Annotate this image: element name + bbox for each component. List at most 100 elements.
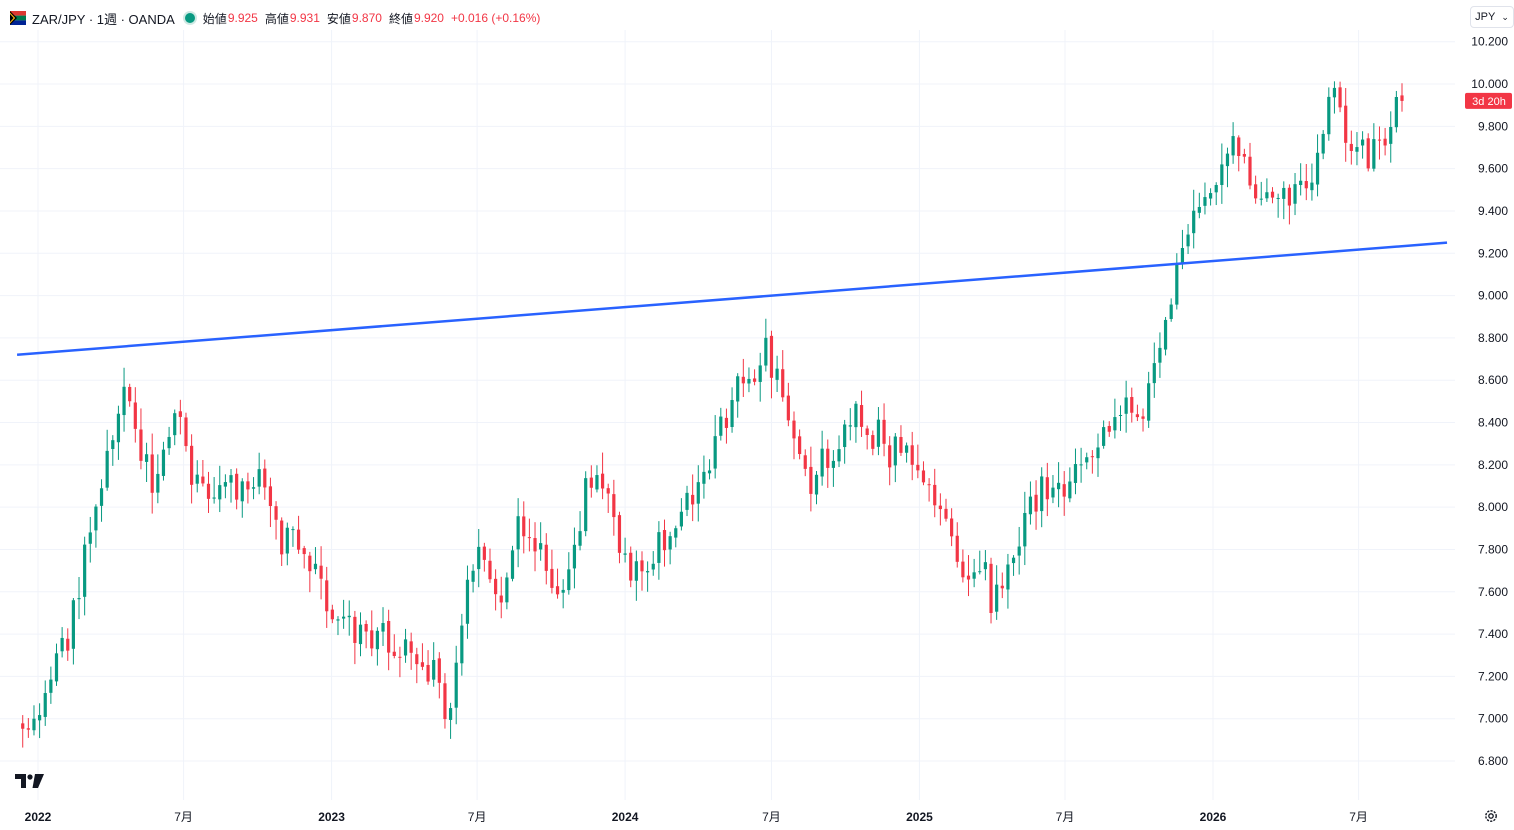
candle-body — [223, 482, 227, 487]
candle-body — [178, 411, 182, 417]
candle-body — [1394, 97, 1398, 128]
candle-body — [1040, 476, 1044, 512]
candle-body — [150, 454, 154, 493]
chevron-down-icon: ⌄ — [1501, 11, 1509, 22]
candle-body — [460, 625, 464, 664]
candle-body — [1321, 133, 1325, 154]
candle-body — [144, 454, 149, 462]
candle-body — [285, 527, 289, 554]
candle-body — [1186, 234, 1190, 247]
candle-body — [629, 552, 633, 581]
candle-body — [505, 577, 509, 603]
candle-body — [392, 651, 396, 656]
candle-body — [190, 445, 194, 485]
candle-body — [133, 402, 137, 429]
candle-body — [1400, 95, 1404, 101]
candle-body — [1265, 192, 1269, 199]
candle-body — [550, 568, 554, 588]
candle-body — [308, 555, 312, 572]
candle-body — [1180, 248, 1185, 264]
candle-body — [606, 488, 610, 494]
candle-body — [1225, 153, 1230, 167]
candle-body — [206, 483, 211, 499]
candle-body — [1377, 139, 1382, 141]
candle-body — [1355, 147, 1359, 152]
candle-body — [978, 571, 982, 573]
candle-body — [347, 615, 351, 618]
candle-body — [1254, 184, 1258, 199]
candle-body — [1270, 191, 1275, 198]
candle-body — [201, 476, 205, 484]
candle-body — [111, 440, 115, 449]
candle-body — [1304, 181, 1308, 189]
candle-body — [966, 575, 971, 580]
x-tick-label: 2026 — [1200, 810, 1227, 824]
price-axis: 10.200 10.000 9.800 9.600 9.400 9.200 9.000 8.8… — [1471, 35, 1508, 768]
candle-body — [781, 369, 785, 398]
candle-body — [398, 656, 402, 658]
x-tick-label: 2024 — [612, 810, 639, 824]
candle-body — [1062, 484, 1066, 497]
candle-body — [769, 335, 774, 378]
candle-body — [49, 679, 53, 693]
candle-body — [955, 535, 959, 562]
high-label: 高値 — [264, 11, 289, 26]
candle-body — [651, 563, 655, 570]
settings-gear-icon[interactable] — [1482, 807, 1500, 825]
open-value: 9.925 — [227, 11, 258, 25]
candle-body — [600, 473, 605, 489]
candle-body — [122, 386, 126, 416]
candle-body — [477, 546, 481, 570]
candle-body — [280, 520, 284, 555]
candle-body — [972, 572, 976, 579]
candle-body — [944, 508, 948, 519]
countdown-badge-layer: 3d 20h — [1465, 92, 1512, 109]
currency-selector[interactable]: JPY ⌄ — [1470, 6, 1514, 28]
candle-body — [1056, 482, 1061, 490]
candle-body — [1079, 464, 1083, 466]
low-value: 9.870 — [351, 11, 382, 25]
y-tick-label: 9.200 — [1478, 246, 1508, 260]
candle-body — [961, 561, 965, 578]
candle-body — [612, 494, 616, 518]
tradingview-logo-icon[interactable] — [14, 772, 46, 790]
candle-body — [1113, 417, 1117, 431]
candle-body — [94, 506, 98, 531]
candle-body — [482, 546, 486, 560]
symbol-title[interactable]: ZAR/JPY · 1週 · OANDA — [32, 11, 175, 27]
candle-body — [995, 584, 999, 612]
candle-body — [240, 481, 244, 502]
candle-body — [854, 403, 858, 428]
candle-body — [792, 420, 796, 439]
candle-body — [437, 658, 441, 683]
candle-body — [471, 570, 475, 582]
candle-body — [1332, 87, 1337, 98]
candle-body — [71, 600, 75, 649]
candle-body — [1231, 136, 1235, 156]
candle-body — [443, 683, 447, 720]
y-tick-label: 8.800 — [1478, 331, 1508, 345]
candle-body — [448, 708, 453, 720]
currency-label: JPY — [1475, 11, 1496, 23]
candle-body — [646, 571, 650, 573]
candle-body — [809, 466, 813, 494]
candle-body — [724, 417, 729, 428]
candle-body — [848, 425, 852, 427]
candle-body — [1006, 564, 1010, 590]
candle-body — [1344, 105, 1348, 143]
candle-body — [251, 487, 256, 489]
candle-body — [1192, 210, 1196, 234]
candle-body — [691, 494, 695, 505]
candle-body — [268, 486, 273, 507]
candle-body — [1389, 127, 1393, 144]
candle-body — [662, 530, 667, 551]
candle-body — [426, 664, 430, 682]
candle-body — [1248, 156, 1252, 186]
candle-body — [1237, 137, 1241, 156]
candle-body — [657, 532, 661, 563]
candle-body — [32, 718, 36, 731]
candle-body — [1372, 139, 1376, 169]
candle-body — [713, 436, 717, 469]
candle-body — [1090, 456, 1094, 458]
